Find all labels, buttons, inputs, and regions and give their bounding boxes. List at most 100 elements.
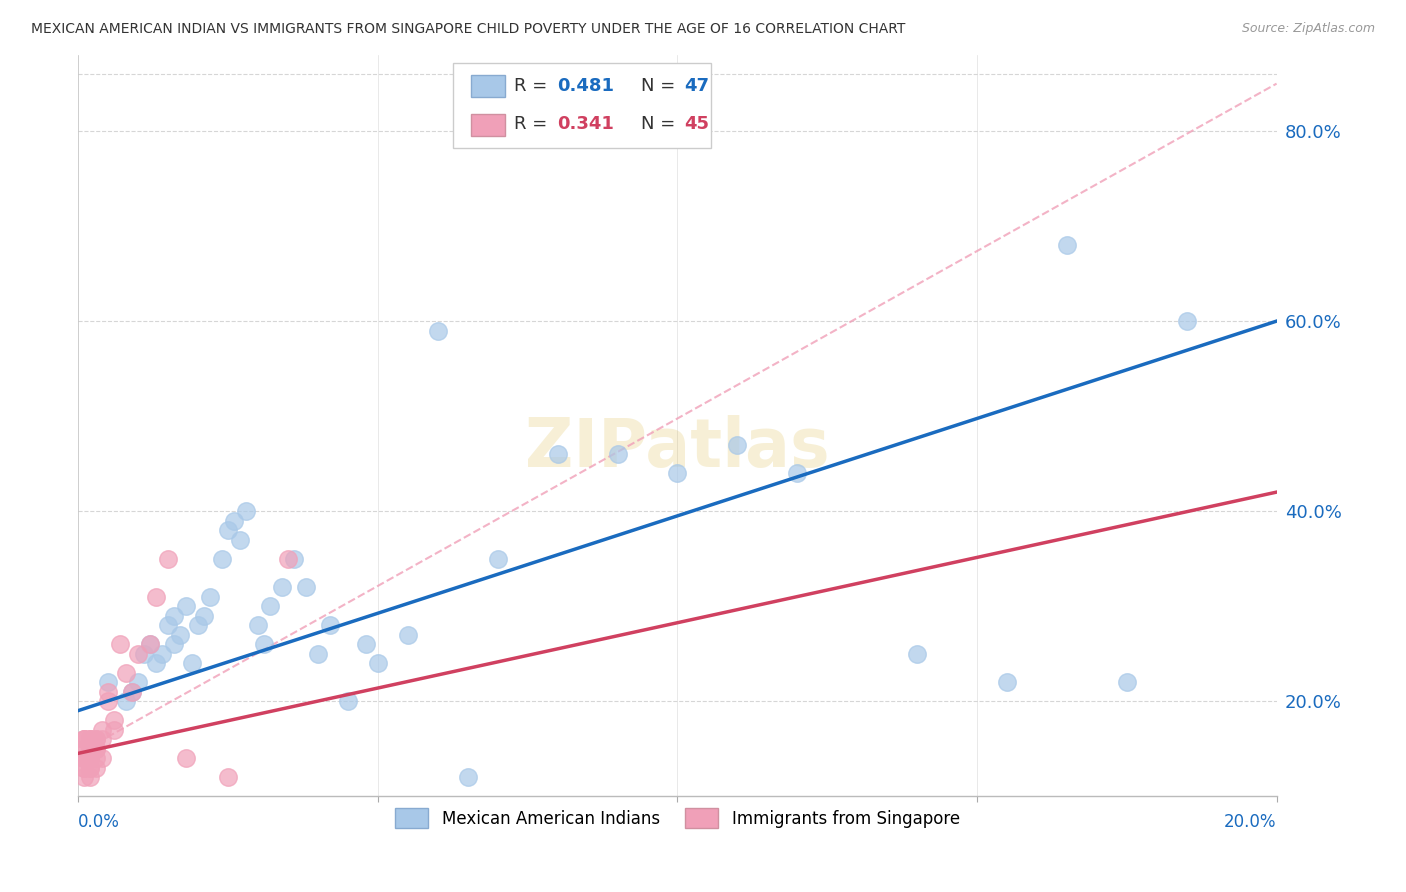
Point [115,694,138,708]
Point [163,608,186,623]
Point [283,551,305,566]
Point [157,551,180,566]
Point [103,713,125,727]
Point [84,741,107,756]
Point [79,732,101,747]
Point [73,761,96,775]
Text: Source: ZipAtlas.com: Source: ZipAtlas.com [1241,22,1375,36]
Point [307,647,329,661]
Point [73,732,96,747]
Point [91,723,114,737]
Point [169,627,191,641]
Point [217,523,239,537]
Point [145,590,167,604]
Point [84,732,107,747]
Point [79,751,101,765]
Point [97,684,120,698]
Point [995,675,1018,690]
Point [73,751,96,765]
FancyBboxPatch shape [471,113,505,136]
Point [73,732,96,747]
Point [271,580,294,594]
FancyBboxPatch shape [471,75,505,97]
Text: 0.341: 0.341 [558,115,614,133]
Point [277,551,299,566]
Point [97,694,120,708]
Point [73,751,96,765]
Point [666,466,689,480]
Point [91,751,114,765]
Point [426,324,449,338]
Point [73,732,96,747]
Point [73,751,96,765]
Point [127,647,149,661]
Point [606,447,628,461]
Point [84,761,107,775]
Text: R =: R = [515,115,548,133]
Text: ZIPatlas: ZIPatlas [524,415,830,481]
Point [139,637,162,651]
Text: 47: 47 [685,77,710,95]
Point [150,647,173,661]
Point [222,514,245,528]
Point [121,684,143,698]
Point [1056,238,1078,252]
Text: 45: 45 [685,115,710,133]
Point [486,551,509,566]
Point [198,590,221,604]
Point [97,675,120,690]
Point [174,599,197,613]
Point [103,723,125,737]
Point [229,533,252,547]
Point [259,599,281,613]
Point [187,618,209,632]
Point [174,751,197,765]
Point [367,656,389,670]
Point [457,770,479,784]
Point [319,618,342,632]
Point [396,627,419,641]
Point [1115,675,1137,690]
Point [79,732,101,747]
Point [295,580,318,594]
Point [73,741,96,756]
Legend: Mexican American Indians, Immigrants from Singapore: Mexican American Indians, Immigrants fro… [387,800,969,836]
Text: MEXICAN AMERICAN INDIAN VS IMMIGRANTS FROM SINGAPORE CHILD POVERTY UNDER THE AGE: MEXICAN AMERICAN INDIAN VS IMMIGRANTS FR… [31,22,905,37]
Text: N =: N = [641,77,676,95]
Point [79,761,101,775]
Point [84,751,107,765]
Point [91,732,114,747]
Point [786,466,808,480]
Point [84,741,107,756]
Text: 0.0%: 0.0% [79,814,120,831]
Point [79,751,101,765]
Point [127,675,149,690]
Point [145,656,167,670]
Text: 0.481: 0.481 [558,77,614,95]
Point [725,437,748,451]
FancyBboxPatch shape [453,62,711,148]
Point [79,751,101,765]
Point [253,637,276,651]
Text: R =: R = [515,77,548,95]
Point [235,504,257,518]
Point [336,694,359,708]
Point [547,447,569,461]
Point [108,637,131,651]
Point [79,770,101,784]
Point [1175,314,1198,328]
Text: 20.0%: 20.0% [1225,814,1277,831]
Point [181,656,204,670]
Point [73,770,96,784]
Point [73,741,96,756]
Point [79,741,101,756]
Point [247,618,270,632]
Point [115,665,138,680]
Point [157,618,180,632]
Point [84,732,107,747]
Point [211,551,233,566]
Point [905,647,928,661]
Point [134,647,156,661]
Point [79,732,101,747]
Point [73,761,96,775]
